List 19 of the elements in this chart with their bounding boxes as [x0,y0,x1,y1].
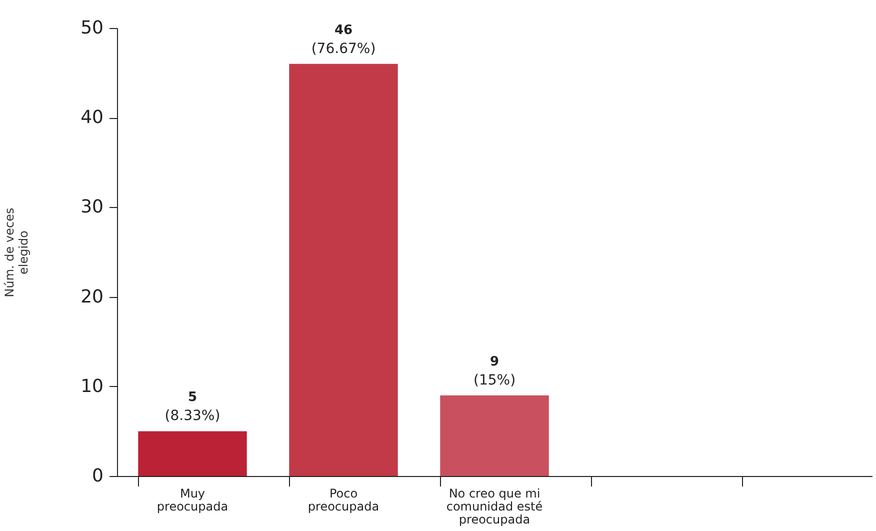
data-label: 46 [334,22,353,38]
bar [138,431,247,476]
x-tick-label: Muy preocupada [156,486,228,514]
annotation: (15%) [473,372,516,388]
annotation: (76.67%) [311,40,376,57]
data-label: 9 [490,354,500,370]
y-tick-label: 0 [92,466,104,486]
data-label: 5 [188,390,198,406]
bar [440,395,549,476]
y-tick-label: 20 [80,286,104,308]
x-tick-label: No creo que mi comunidad esté preocupada [446,486,543,526]
annotation: (8.33%) [164,408,220,424]
bar [289,64,398,476]
y-tick-label: 50 [80,18,104,38]
x-tick-label: Poco preocupada [308,486,380,514]
y-tick-label: 30 [80,196,104,218]
y-tick-label: 40 [80,107,104,128]
y-axis-title: Núm. de veces elegido [2,208,31,298]
y-tick-label: 10 [80,376,104,397]
